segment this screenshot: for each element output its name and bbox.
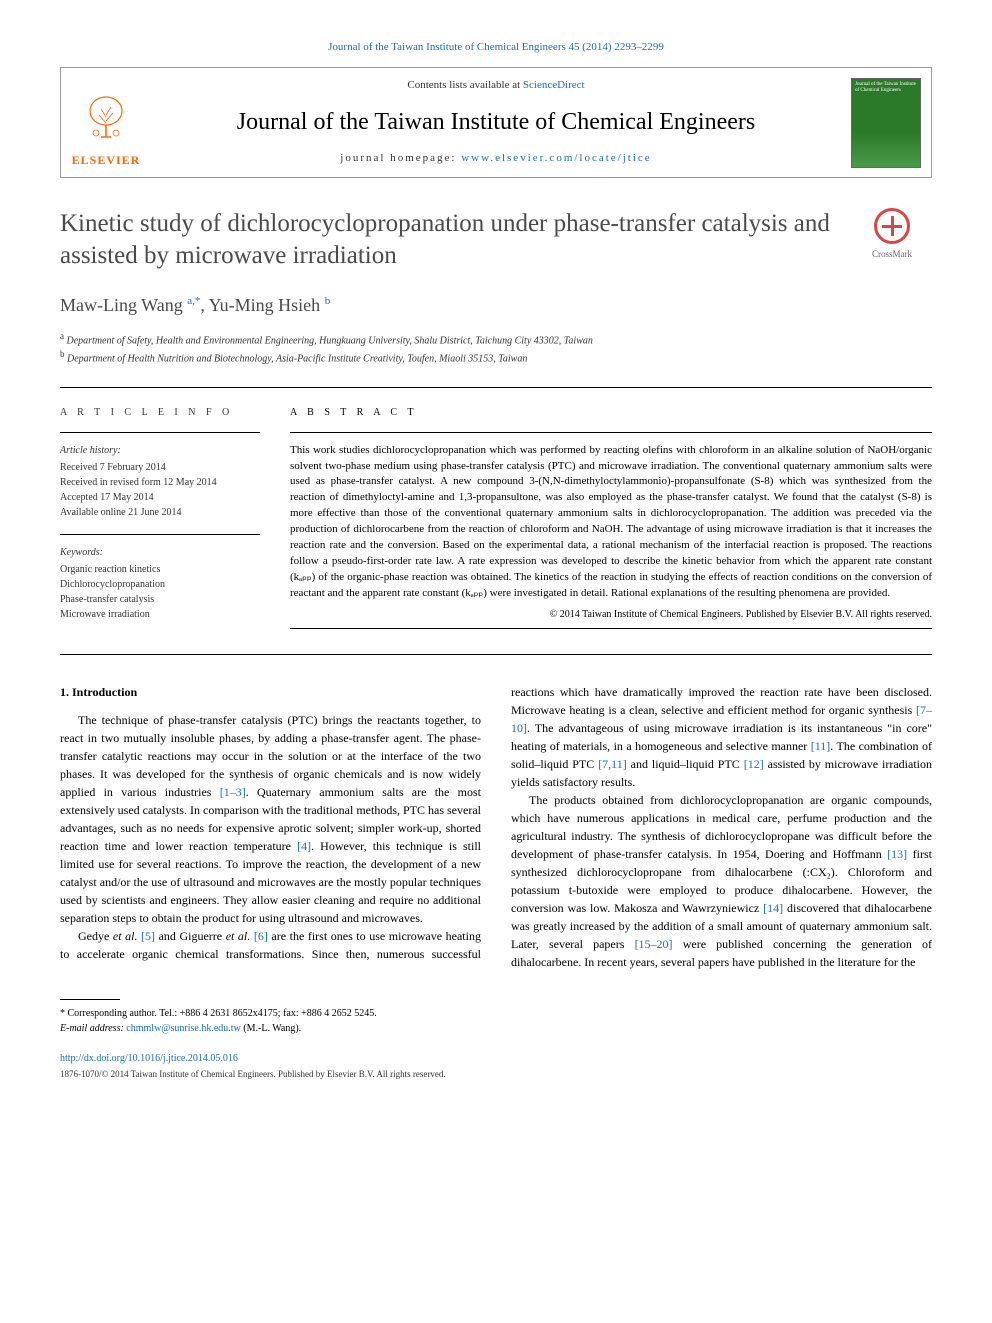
homepage-line: journal homepage: www.elsevier.com/locat… <box>171 151 821 166</box>
history-label: Article history: <box>60 443 260 458</box>
journal-header: ELSEVIER Contents lists available at Sci… <box>60 67 932 177</box>
text-run: and liquid–liquid PTC <box>627 757 744 771</box>
citation-link[interactable]: [5] <box>137 929 155 943</box>
keyword: Microwave irradiation <box>60 607 260 622</box>
authors: Maw-Ling Wang a,*, Yu-Ming Hsieh b <box>60 293 932 318</box>
et-al: et al. <box>113 929 138 943</box>
history-line: Received 7 February 2014 <box>60 460 260 475</box>
intro-para-3: The products obtained from dichlorocyclo… <box>511 791 932 971</box>
crossmark-icon <box>874 208 910 244</box>
citation-link[interactable]: [1–3] <box>220 785 246 799</box>
bottom-copyright: 1876-1070/© 2014 Taiwan Institute of Che… <box>60 1068 932 1081</box>
header-center: Contents lists available at ScienceDirec… <box>151 68 841 176</box>
journal-name: Journal of the Taiwan Institute of Chemi… <box>171 106 821 140</box>
homepage-link[interactable]: www.elsevier.com/locate/jtice <box>461 152 651 164</box>
text-run: The products obtained from dichlorocyclo… <box>511 793 932 861</box>
citation-link[interactable]: [15–20] <box>635 937 673 951</box>
keywords-label: Keywords: <box>60 545 260 560</box>
crossmark-badge[interactable]: CrossMark <box>852 208 932 261</box>
citation-link[interactable]: [12] <box>744 757 764 771</box>
email-suffix: (M.-L. Wang). <box>241 1023 301 1034</box>
elsevier-tree-icon <box>81 93 131 143</box>
publisher-logo-area: ELSEVIER <box>61 68 151 176</box>
affiliation-a: a Department of Safety, Health and Envir… <box>60 330 932 348</box>
crossmark-label: CrossMark <box>872 249 912 259</box>
abstract-column: A B S T R A C T This work studies dichlo… <box>290 406 932 636</box>
abstract-text: This work studies dichlorocyclopropanati… <box>290 443 932 602</box>
keyword: Organic reaction kinetics <box>60 562 260 577</box>
history-line: Received in revised form 12 May 2014 <box>60 475 260 490</box>
text-run: Gedye <box>78 929 113 943</box>
contents-available-line: Contents lists available at ScienceDirec… <box>171 78 821 93</box>
affiliation-a-text: Department of Safety, Health and Environ… <box>67 335 593 346</box>
email-label: E-mail address: <box>60 1023 126 1034</box>
doi-line: http://dx.doi.org/10.1016/j.jtice.2014.0… <box>60 1052 932 1066</box>
keywords-block: Keywords: Organic reaction kinetics Dich… <box>60 545 260 622</box>
et-al: et al. <box>226 929 251 943</box>
corr-author-line: * Corresponding author. Tel.: +886 4 263… <box>60 1006 932 1021</box>
email-line: E-mail address: chmmlw@sunrise.hk.edu.tw… <box>60 1021 932 1036</box>
article-info: A R T I C L E I N F O Article history: R… <box>60 406 260 636</box>
keyword: Dichlorocyclopropanation <box>60 577 260 592</box>
citation-header: Journal of the Taiwan Institute of Chemi… <box>60 40 932 55</box>
sciencedirect-link[interactable]: ScienceDirect <box>523 79 585 91</box>
article-info-heading: A R T I C L E I N F O <box>60 406 260 420</box>
footer: * Corresponding author. Tel.: +886 4 263… <box>60 999 932 1081</box>
section-1-heading: 1. Introduction <box>60 683 481 701</box>
intro-para-1: The technique of phase-transfer catalysi… <box>60 711 481 927</box>
info-abstract-row: A R T I C L E I N F O Article history: R… <box>60 387 932 636</box>
contents-prefix: Contents lists available at <box>407 79 522 91</box>
affiliation-b-text: Department of Health Nutrition and Biote… <box>67 354 527 365</box>
citation-link[interactable]: [13] <box>887 847 907 861</box>
citation-link[interactable]: [6] <box>250 929 268 943</box>
citation-link[interactable]: [14] <box>763 901 783 915</box>
article-history: Article history: Received 7 February 201… <box>60 443 260 520</box>
article-title: Kinetic study of dichlorocyclopropanatio… <box>60 208 832 273</box>
elsevier-logo: ELSEVIER <box>72 93 141 169</box>
homepage-prefix: journal homepage: <box>340 152 461 164</box>
history-line: Accepted 17 May 2014 <box>60 490 260 505</box>
journal-cover-area: Journal of the Taiwan Institute of Chemi… <box>841 68 931 176</box>
abstract-copyright: © 2014 Taiwan Institute of Chemical Engi… <box>290 608 932 622</box>
affiliations: a Department of Safety, Health and Envir… <box>60 330 932 367</box>
corresponding-author: * Corresponding author. Tel.: +886 4 263… <box>60 1006 932 1036</box>
keyword: Phase-transfer catalysis <box>60 592 260 607</box>
journal-cover-thumbnail: Journal of the Taiwan Institute of Chemi… <box>851 78 921 168</box>
body-text: 1. Introduction The technique of phase-t… <box>60 683 932 971</box>
title-row: Kinetic study of dichlorocyclopropanatio… <box>60 208 932 273</box>
doi-link[interactable]: http://dx.doi.org/10.1016/j.jtice.2014.0… <box>60 1053 238 1064</box>
citation-link[interactable]: [4] <box>297 839 311 853</box>
email-link[interactable]: chmmlw@sunrise.hk.edu.tw <box>126 1023 240 1034</box>
history-line: Available online 21 June 2014 <box>60 505 260 520</box>
footnote-divider <box>60 999 120 1000</box>
elsevier-wordmark: ELSEVIER <box>72 152 141 169</box>
section-divider <box>60 654 932 655</box>
text-run: and Giguerre <box>155 929 226 943</box>
affiliation-b: b Department of Health Nutrition and Bio… <box>60 348 932 366</box>
abstract-heading: A B S T R A C T <box>290 406 932 420</box>
citation-link[interactable]: [7,11] <box>598 757 627 771</box>
citation-link[interactable]: [11] <box>811 739 831 753</box>
